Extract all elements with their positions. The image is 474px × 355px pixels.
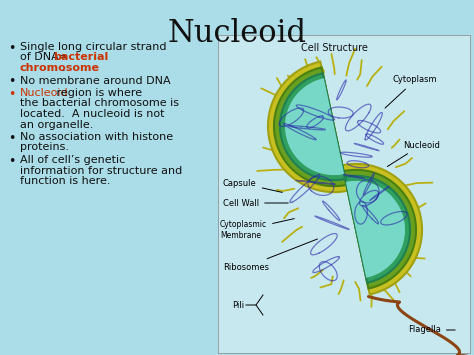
Text: •: • [8, 132, 15, 145]
Text: Nucleoid: Nucleoid [387, 141, 440, 166]
Text: Capsule: Capsule [223, 179, 283, 192]
Text: No association with histone: No association with histone [20, 132, 173, 142]
Text: region is where: region is where [53, 88, 142, 98]
Text: an organelle.: an organelle. [20, 120, 93, 130]
Polygon shape [280, 73, 410, 283]
Text: Flagella: Flagella [408, 326, 455, 334]
Text: •: • [8, 155, 15, 168]
Text: the bacterial chromosome is: the bacterial chromosome is [20, 98, 179, 109]
Text: •: • [8, 42, 15, 55]
Text: Cytoplasm: Cytoplasm [385, 76, 438, 108]
Text: chromosome: chromosome [20, 63, 100, 73]
Polygon shape [268, 62, 422, 294]
Text: Ribosomes: Ribosomes [223, 239, 318, 272]
Text: information for structure and: information for structure and [20, 165, 182, 175]
Text: located.  A nucleoid is not: located. A nucleoid is not [20, 109, 164, 119]
Text: proteins.: proteins. [20, 142, 69, 153]
Text: No membrane around DNA: No membrane around DNA [20, 76, 171, 86]
Text: bacterial: bacterial [53, 53, 109, 62]
Text: .: . [62, 63, 65, 73]
Text: Single long circular strand: Single long circular strand [20, 42, 166, 52]
Text: All of cell’s genetic: All of cell’s genetic [20, 155, 125, 165]
Text: •: • [8, 76, 15, 88]
Text: Cell Structure: Cell Structure [301, 43, 367, 53]
Text: Nucleoid: Nucleoid [20, 88, 69, 98]
Text: Nucleoid: Nucleoid [167, 18, 307, 49]
Text: of DNA=: of DNA= [20, 53, 72, 62]
Text: Cell Wall: Cell Wall [223, 198, 288, 208]
Text: function is here.: function is here. [20, 176, 110, 186]
Text: •: • [8, 88, 15, 101]
FancyBboxPatch shape [218, 35, 470, 353]
Text: Cytoplasmic
Membrane: Cytoplasmic Membrane [220, 219, 294, 240]
Text: Pili: Pili [232, 300, 244, 310]
Polygon shape [285, 78, 405, 278]
Polygon shape [274, 67, 416, 289]
